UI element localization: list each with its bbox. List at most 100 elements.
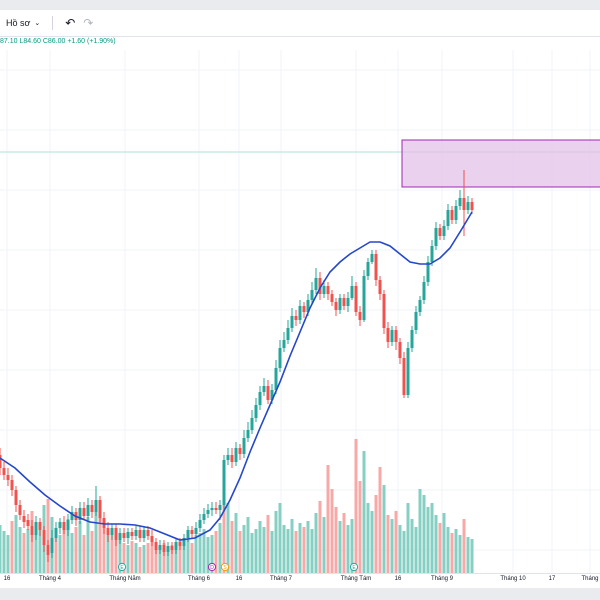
candle-body (282, 340, 286, 348)
candle-body (230, 455, 234, 462)
volume-bar (466, 537, 470, 573)
volume-bar (166, 547, 170, 573)
candle-body (446, 210, 450, 226)
candle-body (166, 546, 170, 552)
candle-body (346, 298, 350, 306)
volume-bars (0, 439, 474, 573)
candle-body (410, 330, 414, 348)
volume-bar (86, 517, 90, 573)
volume-bar (194, 535, 198, 573)
candle-body (158, 545, 162, 550)
candle-body (186, 530, 190, 538)
candle-body (374, 254, 378, 280)
candle-body (286, 328, 290, 340)
candle-body (150, 536, 154, 542)
volume-bar (290, 519, 294, 573)
volume-bar (446, 527, 450, 573)
volume-bar (174, 543, 178, 573)
undo-icon[interactable]: ↶ (65, 16, 76, 30)
volume-bar (6, 535, 10, 573)
volume-bar (150, 539, 154, 573)
volume-bar (118, 539, 122, 573)
candle-body (22, 516, 26, 522)
toolbar-separator (52, 16, 54, 30)
profile-dropdown[interactable]: Hồ sơ ⌄ (2, 13, 44, 33)
volume-bar (402, 531, 406, 573)
candle-body (222, 460, 226, 505)
candle-body (130, 532, 134, 536)
candle-body (106, 528, 110, 535)
volume-bar (394, 511, 398, 573)
x-tick-label: 16 (394, 576, 402, 582)
volume-bar (0, 525, 2, 573)
highlight-zone (401, 139, 600, 188)
candle-body (62, 522, 66, 530)
time-axis[interactable]: 16 Tháng 4 Tháng Năm Tháng 6 16 Tháng 7 … (0, 573, 600, 588)
candle-body (442, 226, 446, 236)
volume-bar (430, 503, 434, 573)
ohlc-legend: 87.10 L84.60 C86.00 +1.60 (+1.90%) (0, 38, 116, 45)
candle-body (146, 530, 150, 536)
candle-body (262, 386, 266, 392)
x-tick-label: 17 (548, 576, 556, 582)
volume-bar (326, 465, 330, 573)
volume-bar (26, 529, 30, 573)
candle-body (370, 254, 374, 262)
volume-bar (266, 515, 270, 573)
volume-bar (302, 527, 306, 573)
volume-bar (454, 529, 458, 573)
volume-bar (126, 545, 130, 573)
volume-bar (46, 499, 50, 573)
volume-bar (146, 543, 150, 573)
volume-bar (442, 513, 446, 573)
volume-bar (138, 547, 142, 573)
volume-bar (374, 495, 378, 573)
candle-body (10, 480, 14, 490)
candle-body (238, 448, 242, 454)
event-marker-label: E (352, 565, 356, 571)
candle-body (194, 528, 198, 534)
volume-bar (362, 451, 366, 573)
volume-bar (338, 521, 342, 573)
candle-body (6, 475, 10, 480)
volume-bar (226, 503, 230, 573)
volume-bar (78, 521, 82, 573)
candle-body (418, 300, 422, 312)
candle-body (462, 198, 466, 210)
volume-bar (18, 527, 22, 573)
volume-bar (178, 541, 182, 573)
volume-bar (22, 533, 26, 573)
volume-bar (122, 543, 126, 573)
event-marker-circle (207, 562, 217, 572)
candle-body (54, 528, 58, 538)
volume-bar (54, 537, 58, 573)
volume-bar (258, 521, 262, 573)
candle-body (338, 298, 342, 310)
volume-bar (334, 507, 338, 573)
volume-bar (318, 501, 322, 573)
event-marker: E (117, 562, 127, 571)
candle-body (426, 262, 430, 282)
candle-body (214, 508, 218, 510)
volume-bar (2, 531, 6, 573)
candle-body (38, 522, 42, 530)
volume-bar (330, 489, 334, 573)
candle-body (190, 530, 194, 534)
volume-bar (322, 517, 326, 573)
volume-bar (426, 507, 430, 573)
candle-body (2, 468, 6, 475)
volume-bar (414, 527, 418, 573)
window-top-band (0, 0, 600, 10)
volume-bar (462, 519, 466, 573)
candle-body (18, 505, 22, 515)
candle-body (90, 505, 94, 512)
redo-icon[interactable]: ↷ (83, 16, 94, 30)
candle-body (66, 520, 70, 530)
candle-body (406, 348, 410, 395)
event-marker-label: E (120, 565, 124, 571)
candle-body (354, 286, 358, 312)
candle-body (382, 294, 386, 328)
candle-body (274, 368, 278, 390)
candle-body (162, 545, 166, 552)
